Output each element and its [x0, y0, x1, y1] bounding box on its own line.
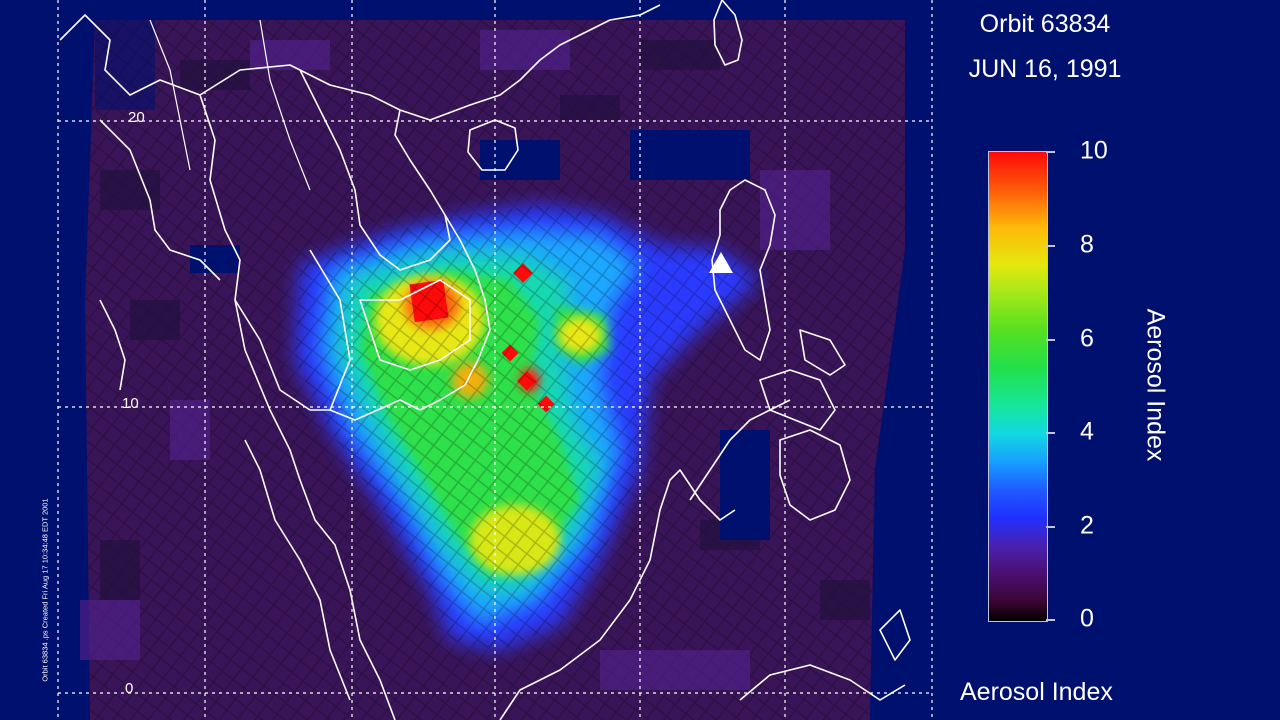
- colorbar-tick: [1046, 151, 1055, 153]
- colorbar: [988, 151, 1048, 622]
- aerosol-map: 20 10 0: [57, 0, 933, 720]
- map-canvas: 20 10 0: [57, 0, 933, 720]
- colorbar-tick: [1046, 339, 1055, 341]
- credit-text: Orbit 63834 .ps Created Fri Aug 17 10:34…: [40, 498, 50, 682]
- coastlines: [59, 0, 911, 720]
- date-label: JUN 16, 1991: [968, 55, 1122, 83]
- colorbar-tick-label-2: 2: [1080, 511, 1094, 540]
- colorbar-tick: [1046, 619, 1055, 621]
- lat-label-0: 0: [125, 680, 133, 697]
- aerosol-plume: [295, 205, 760, 650]
- lat-label-10: 10: [122, 395, 139, 412]
- triangle-icon: [709, 252, 733, 273]
- graticule: [57, 0, 933, 720]
- colorbar-tick: [1046, 432, 1055, 434]
- colorbar-tick: [1046, 526, 1055, 528]
- orbit-label: Orbit 63834: [979, 10, 1111, 38]
- colorbar-tick-label-8: 8: [1080, 230, 1094, 259]
- footer-label: Aerosol Index: [960, 678, 1113, 706]
- colorbar-title: Aerosol Index: [1141, 308, 1170, 462]
- colorbar-tick-label-0: 0: [1080, 604, 1094, 633]
- colorbar-tick-label-10: 10: [1080, 136, 1108, 165]
- colorbar-tick: [1046, 245, 1055, 247]
- lat-label-20: 20: [128, 109, 145, 126]
- colorbar-tick-label-6: 6: [1080, 324, 1094, 353]
- colorbar-tick-label-4: 4: [1080, 417, 1094, 446]
